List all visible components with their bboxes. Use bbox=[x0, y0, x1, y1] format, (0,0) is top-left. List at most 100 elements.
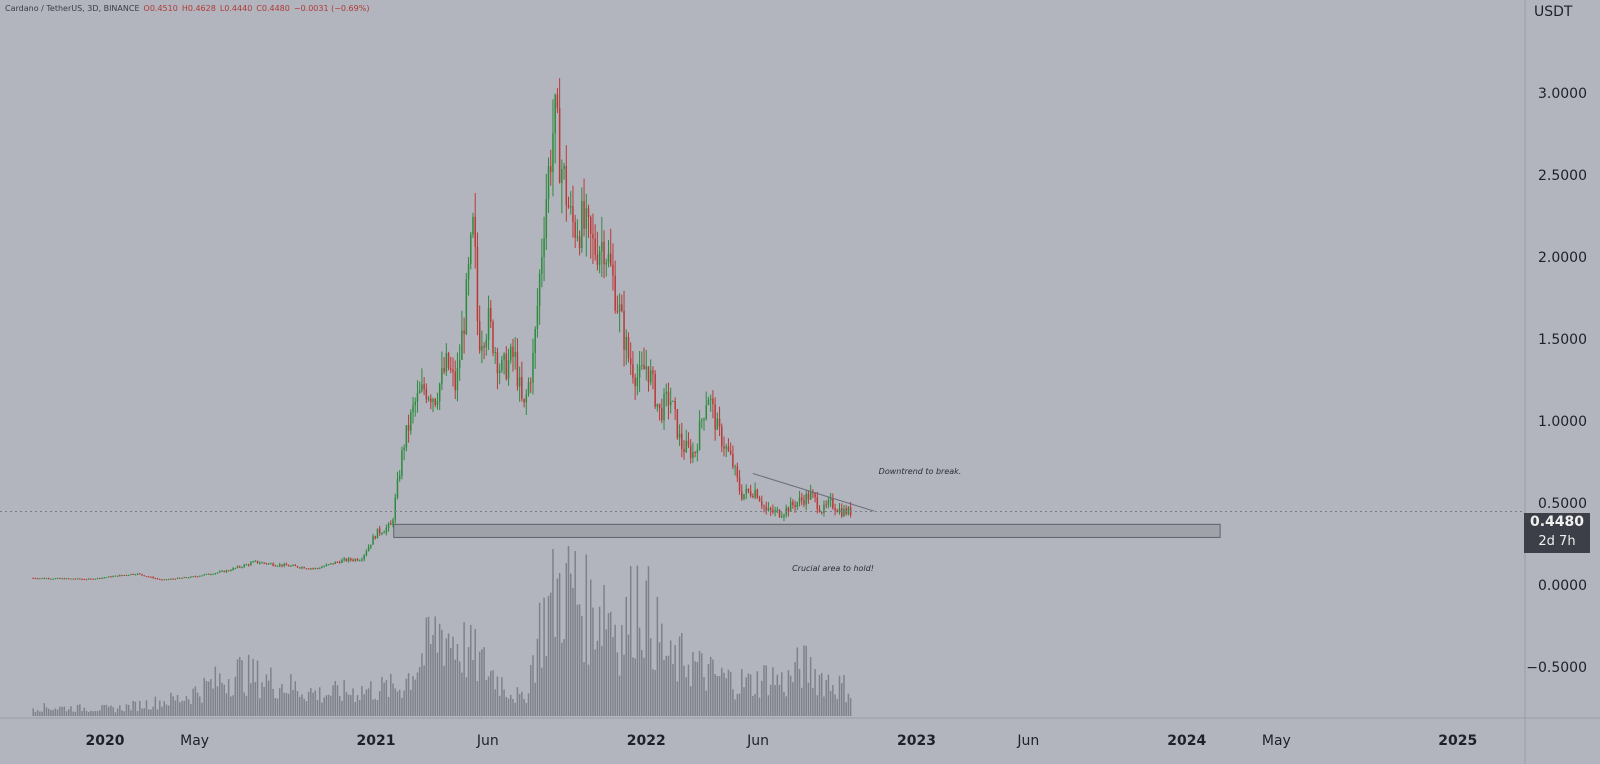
candle-body bbox=[85, 579, 88, 581]
volume-bar bbox=[307, 691, 310, 716]
candle-body bbox=[370, 544, 372, 547]
volume-bar bbox=[172, 696, 174, 716]
candle-body bbox=[654, 373, 656, 407]
volume-bar bbox=[647, 566, 650, 716]
volume-bar bbox=[254, 682, 257, 716]
candle-body bbox=[56, 578, 59, 580]
volume-bar bbox=[661, 623, 663, 716]
volume-bar bbox=[334, 681, 337, 716]
candle-body bbox=[596, 254, 599, 265]
candle-body bbox=[736, 466, 739, 478]
candle-body bbox=[589, 217, 592, 234]
open-value: O0.4510 bbox=[143, 4, 178, 13]
volume-bar bbox=[807, 682, 810, 716]
candle-body bbox=[530, 382, 532, 384]
candle-body bbox=[754, 489, 756, 498]
candle-body bbox=[314, 568, 317, 570]
volume-bar bbox=[261, 682, 263, 716]
candle-body bbox=[681, 433, 683, 449]
candle-body bbox=[341, 559, 343, 563]
volume-bar bbox=[532, 655, 534, 716]
candle-body bbox=[430, 398, 432, 403]
volume-bar bbox=[127, 705, 130, 716]
candle-body bbox=[387, 523, 390, 528]
volume-bar bbox=[465, 677, 468, 716]
volume-bar bbox=[54, 708, 57, 716]
volume-bar bbox=[410, 689, 412, 716]
volume-bar bbox=[310, 687, 312, 716]
candle-body bbox=[105, 577, 108, 579]
volume-bar bbox=[614, 624, 616, 716]
candle-body bbox=[418, 390, 421, 394]
volume-bar bbox=[578, 604, 581, 716]
volume-bar bbox=[547, 595, 550, 716]
volume-bar bbox=[616, 652, 619, 716]
volume-bar bbox=[474, 629, 476, 716]
candle-body bbox=[390, 523, 392, 525]
candle-body bbox=[243, 564, 245, 568]
volume-bar bbox=[709, 656, 712, 716]
volume-bar bbox=[387, 696, 390, 716]
candle-body bbox=[703, 418, 705, 420]
volume-bar bbox=[734, 699, 736, 716]
volume-bar bbox=[683, 665, 685, 716]
candle-body bbox=[392, 519, 394, 525]
candle-body bbox=[634, 377, 636, 387]
volume-bar bbox=[512, 699, 514, 716]
candle-body bbox=[179, 577, 181, 579]
currency-label[interactable]: USDT bbox=[1534, 4, 1573, 20]
candle-body bbox=[285, 564, 288, 566]
candle-body bbox=[210, 574, 212, 576]
candle-body bbox=[114, 575, 117, 577]
volume-bar bbox=[556, 578, 559, 716]
volume-bar bbox=[354, 702, 357, 716]
candle-body bbox=[92, 578, 94, 580]
volume-bar bbox=[674, 645, 676, 716]
volume-bar bbox=[190, 704, 192, 716]
candle-body bbox=[474, 216, 476, 247]
candle-body bbox=[347, 558, 350, 562]
volume-bar bbox=[583, 662, 585, 716]
volume-bar bbox=[176, 694, 179, 716]
volume-bar bbox=[361, 685, 363, 716]
candle-body bbox=[663, 393, 665, 421]
volume-bar bbox=[805, 645, 807, 716]
volume-bar bbox=[63, 706, 66, 716]
symbol-header: Cardano / TetherUS, 3D, BINANCE O0.4510 … bbox=[5, 4, 369, 13]
candle-body bbox=[487, 307, 490, 340]
candle-body bbox=[840, 508, 843, 517]
y-tick-label: 0.5000 bbox=[1538, 496, 1587, 512]
volume-bar bbox=[278, 688, 281, 716]
candle-body bbox=[843, 508, 845, 517]
volume-bar bbox=[621, 625, 623, 716]
volume-bar bbox=[232, 695, 234, 716]
candle-body bbox=[50, 578, 52, 580]
volume-bar bbox=[796, 647, 799, 716]
candle-body bbox=[563, 165, 565, 170]
volume-bar bbox=[498, 695, 501, 716]
candle-body bbox=[365, 551, 368, 555]
volume-bar bbox=[514, 702, 516, 716]
candle-body bbox=[523, 398, 525, 403]
volume-bar bbox=[634, 658, 636, 716]
candle-body bbox=[185, 577, 188, 579]
volume-bar bbox=[234, 676, 237, 716]
volume-bar bbox=[256, 660, 259, 716]
candle-body bbox=[618, 304, 621, 312]
volume-bar bbox=[252, 658, 254, 716]
volume-bar bbox=[676, 681, 679, 716]
candle-body bbox=[714, 404, 716, 430]
candle-body bbox=[661, 408, 663, 421]
volume-bar bbox=[185, 696, 188, 716]
candle-body bbox=[294, 565, 297, 567]
candle-body bbox=[585, 208, 588, 229]
candle-body bbox=[683, 448, 685, 453]
candle-body bbox=[412, 405, 414, 413]
volume-bar bbox=[383, 682, 385, 716]
candle-body bbox=[434, 399, 436, 405]
candle-body bbox=[87, 578, 90, 580]
candle-body bbox=[536, 306, 539, 330]
candle-body bbox=[270, 563, 272, 565]
